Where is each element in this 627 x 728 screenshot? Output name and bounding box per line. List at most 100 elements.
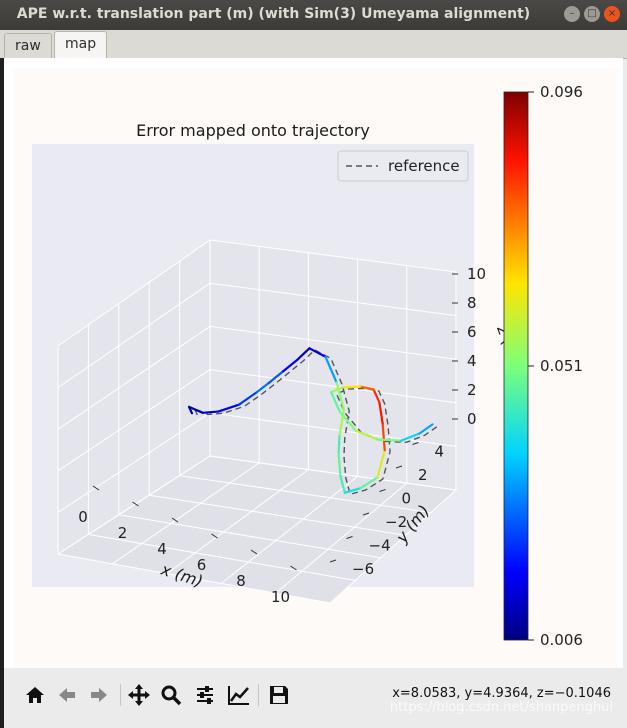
- grid-line: [57, 239, 211, 347]
- trajectory-segment: [399, 432, 421, 442]
- y-tick-label: 0: [402, 490, 412, 508]
- x-tick-mark: [250, 549, 258, 555]
- z-tick-labels: 0 2 4 6 8 10: [452, 265, 486, 428]
- colorbar-mid-label: 0.051: [540, 357, 583, 375]
- trajectory-segment: [330, 386, 344, 394]
- trajectory-segment: [296, 347, 311, 361]
- grid-line: [118, 514, 381, 559]
- trajectory-segment: [335, 381, 345, 411]
- toolbar-separator: [120, 684, 121, 706]
- trajectory-segment: [282, 358, 299, 373]
- y-tick-label: −6: [352, 560, 374, 578]
- grid-line: [329, 489, 457, 604]
- trajectory-segment: [343, 487, 362, 494]
- maximize-button[interactable]: □: [584, 6, 600, 22]
- x-tick-labels: 0 2 4 6 8 10: [78, 485, 297, 606]
- cursor-coordinates: x=8.0583, y=4.9364, z=−0.1046: [392, 686, 611, 701]
- colorbar-max-label: 0.096: [540, 83, 583, 101]
- grid-line: [220, 476, 358, 584]
- grid-line: [57, 325, 211, 430]
- z-tick-label: 8: [467, 294, 477, 312]
- y-tick-label: 2: [418, 466, 428, 484]
- y-tick-labels: −6 −4 −2 024: [329, 442, 445, 578]
- grid-line: [179, 475, 431, 514]
- y-tick-label: 4: [435, 443, 445, 461]
- x-tick-mark: [92, 485, 100, 491]
- z-tick-label: 10: [467, 265, 486, 283]
- trajectory-segment: [187, 405, 204, 414]
- legend-reference-label: reference: [388, 157, 460, 175]
- trajectory-segment: [201, 410, 220, 414]
- close-button[interactable]: ×: [604, 6, 620, 22]
- trajectory-segment: [255, 381, 270, 394]
- grid-line: [149, 494, 406, 536]
- grid-line: [209, 455, 457, 491]
- x-tick-label: 6: [197, 556, 207, 574]
- grid-line: [275, 482, 408, 594]
- watermark: https://blog.csdn.net/shanpenghui: [389, 700, 613, 715]
- trajectory-segment: [381, 422, 386, 452]
- x-tick-label: 4: [157, 540, 167, 558]
- trajectory-segment: [359, 476, 379, 490]
- zoom-icon[interactable]: [158, 682, 184, 708]
- trajectory-segment: [376, 438, 403, 442]
- x-tick-label: 8: [236, 572, 246, 590]
- trajectory-segment: [339, 475, 346, 494]
- z-tick-label: 2: [467, 381, 477, 399]
- forward-icon[interactable]: [86, 682, 112, 708]
- trajectory-segment: [337, 453, 342, 478]
- grid-line: [209, 369, 457, 404]
- left-edge: [0, 58, 4, 728]
- trajectory-segment: [354, 429, 379, 441]
- trajectory-segment: [330, 391, 341, 413]
- pan-icon[interactable]: [126, 682, 152, 708]
- z-tick-label: 0: [467, 410, 477, 428]
- y-tick-mark: [362, 512, 370, 516]
- x-tick-mark: [290, 565, 297, 571]
- y-tick-label: −2: [385, 513, 407, 531]
- trajectory-segment: [237, 390, 259, 406]
- trajectory-segment: [267, 370, 285, 385]
- grid-lines: [57, 239, 457, 604]
- grid-line: [57, 369, 211, 472]
- x-tick-mark: [132, 501, 139, 507]
- tab-map[interactable]: map: [54, 31, 108, 59]
- grid-line: [112, 462, 260, 565]
- grid-line: [209, 412, 457, 447]
- configure-subplots-icon[interactable]: [192, 682, 218, 708]
- z-tick-label: 4: [467, 352, 477, 370]
- colorbar-min-label: 0.006: [540, 631, 583, 649]
- grid-line: [209, 325, 457, 360]
- back-icon[interactable]: [54, 682, 80, 708]
- grid-line: [57, 553, 331, 604]
- home-icon[interactable]: [22, 682, 48, 708]
- grid-line: [57, 412, 211, 513]
- edit-axis-icon[interactable]: [226, 682, 252, 708]
- legend-box: [337, 150, 469, 182]
- grid-line: [209, 282, 457, 317]
- tab-raw[interactable]: raw: [4, 33, 52, 58]
- y-tick-mark: [395, 465, 403, 469]
- trajectory-segment: [338, 410, 357, 432]
- y-tick-label: −4: [369, 537, 391, 555]
- x-tick-mark: [171, 517, 179, 523]
- trajectory-segment: [337, 434, 341, 456]
- grid-line: [88, 533, 356, 581]
- minimize-button[interactable]: –: [564, 6, 580, 22]
- trajectory-segment: [376, 449, 386, 479]
- colorbar: [503, 91, 529, 641]
- grid-line: [166, 469, 309, 575]
- trajectory-segment: [217, 403, 241, 413]
- trajectory-segment: [324, 355, 338, 384]
- y-tick-mark: [379, 489, 386, 492]
- trajectory-segment: [372, 388, 381, 404]
- x-tick-label: 2: [118, 524, 128, 542]
- toolbar-separator: [258, 684, 259, 706]
- x-tick-mark: [211, 533, 218, 539]
- tab-bar: raw map: [0, 30, 627, 59]
- save-icon[interactable]: [266, 682, 292, 708]
- x-tick-label: 0: [78, 508, 88, 526]
- y-tick-mark: [329, 559, 337, 563]
